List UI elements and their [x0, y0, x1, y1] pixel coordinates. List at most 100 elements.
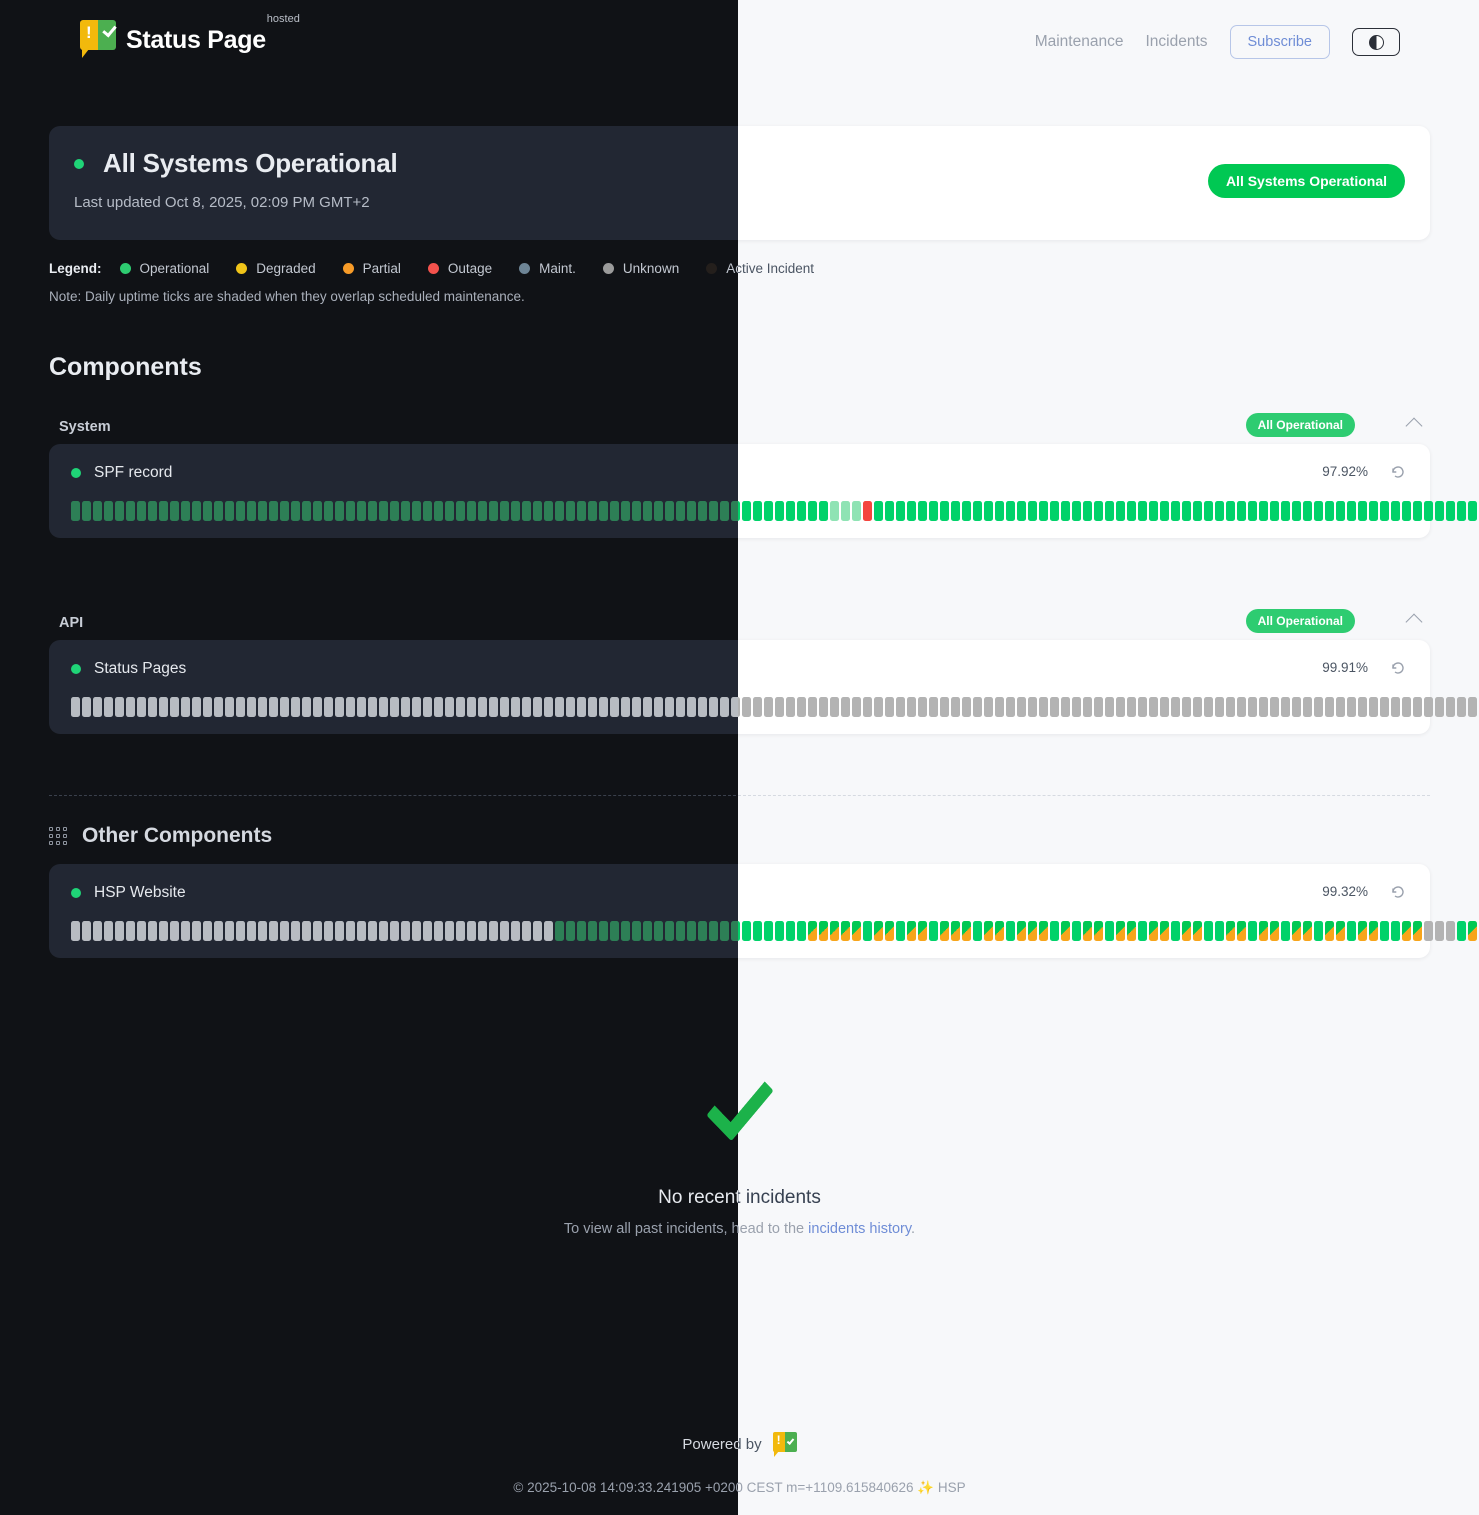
uptime-tick[interactable]	[1083, 501, 1092, 521]
uptime-tick[interactable]	[907, 697, 916, 717]
uptime-tick[interactable]	[1006, 501, 1015, 521]
uptime-tick[interactable]	[885, 921, 894, 941]
uptime-tick[interactable]	[1083, 697, 1092, 717]
uptime-tick[interactable]	[71, 697, 80, 717]
uptime-tick[interactable]	[115, 921, 124, 941]
uptime-tick[interactable]	[566, 697, 575, 717]
uptime-tick[interactable]	[1226, 697, 1235, 717]
uptime-tick[interactable]	[1160, 697, 1169, 717]
uptime-tick[interactable]	[1413, 501, 1422, 521]
uptime-tick[interactable]	[1028, 921, 1037, 941]
uptime-tick[interactable]	[1050, 501, 1059, 521]
uptime-tick[interactable]	[82, 501, 91, 521]
uptime-tick[interactable]	[192, 921, 201, 941]
uptime-tick[interactable]	[1028, 501, 1037, 521]
uptime-tick[interactable]	[236, 501, 245, 521]
uptime-tick[interactable]	[291, 697, 300, 717]
uptime-tick[interactable]	[907, 501, 916, 521]
uptime-tick[interactable]	[555, 501, 564, 521]
uptime-tick[interactable]	[1358, 697, 1367, 717]
uptime-tick[interactable]	[280, 697, 289, 717]
uptime-tick[interactable]	[577, 921, 586, 941]
uptime-tick[interactable]	[566, 921, 575, 941]
uptime-tick[interactable]	[907, 921, 916, 941]
uptime-tick[interactable]	[984, 697, 993, 717]
uptime-tick[interactable]	[665, 501, 674, 521]
uptime-tick[interactable]	[478, 501, 487, 521]
uptime-tick[interactable]	[82, 921, 91, 941]
uptime-tick[interactable]	[775, 501, 784, 521]
uptime-tick[interactable]	[1094, 921, 1103, 941]
uptime-tick[interactable]	[753, 697, 762, 717]
uptime-tick[interactable]	[181, 697, 190, 717]
uptime-tick[interactable]	[709, 501, 718, 521]
uptime-tick[interactable]	[863, 921, 872, 941]
uptime-tick[interactable]	[742, 697, 751, 717]
uptime-tick[interactable]	[445, 501, 454, 521]
uptime-tick[interactable]	[456, 697, 465, 717]
uptime-tick[interactable]	[1105, 501, 1114, 521]
uptime-tick[interactable]	[104, 697, 113, 717]
uptime-tick[interactable]	[236, 697, 245, 717]
uptime-tick[interactable]	[819, 921, 828, 941]
uptime-tick[interactable]	[1424, 921, 1433, 941]
uptime-tick[interactable]	[1380, 697, 1389, 717]
uptime-tick[interactable]	[434, 921, 443, 941]
status-page-logo-icon[interactable]: !	[772, 1432, 797, 1457]
uptime-tick[interactable]	[1435, 501, 1444, 521]
uptime-tick[interactable]	[456, 501, 465, 521]
uptime-tick[interactable]	[1413, 697, 1422, 717]
uptime-tick[interactable]	[247, 697, 256, 717]
uptime-tick[interactable]	[1215, 501, 1224, 521]
uptime-tick[interactable]	[401, 921, 410, 941]
uptime-tick[interactable]	[632, 697, 641, 717]
uptime-tick[interactable]	[819, 697, 828, 717]
uptime-tick[interactable]	[1149, 501, 1158, 521]
uptime-tick[interactable]	[841, 697, 850, 717]
uptime-tick[interactable]	[896, 921, 905, 941]
nav-incidents[interactable]: Incidents	[1145, 33, 1208, 50]
uptime-tick-row[interactable]	[71, 501, 1477, 521]
group-header[interactable]: API All Operational	[49, 606, 1430, 640]
uptime-tick[interactable]	[1160, 921, 1169, 941]
uptime-tick[interactable]	[951, 501, 960, 521]
uptime-tick[interactable]	[1127, 501, 1136, 521]
uptime-tick[interactable]	[1193, 921, 1202, 941]
uptime-tick[interactable]	[379, 921, 388, 941]
uptime-tick[interactable]	[1314, 697, 1323, 717]
uptime-tick[interactable]	[544, 921, 553, 941]
uptime-tick[interactable]	[236, 921, 245, 941]
uptime-tick[interactable]	[544, 501, 553, 521]
uptime-tick[interactable]	[1270, 921, 1279, 941]
uptime-tick[interactable]	[1358, 501, 1367, 521]
uptime-tick[interactable]	[1391, 501, 1400, 521]
uptime-tick[interactable]	[1281, 921, 1290, 941]
uptime-tick[interactable]	[368, 921, 377, 941]
uptime-tick[interactable]	[1369, 921, 1378, 941]
status-badge[interactable]: All Systems Operational	[1207, 164, 1405, 198]
uptime-tick[interactable]	[1127, 921, 1136, 941]
uptime-tick[interactable]	[1061, 697, 1070, 717]
uptime-tick[interactable]	[291, 501, 300, 521]
uptime-tick[interactable]	[731, 697, 740, 717]
uptime-tick[interactable]	[1314, 921, 1323, 941]
uptime-tick[interactable]	[434, 697, 443, 717]
uptime-tick[interactable]	[1160, 501, 1169, 521]
uptime-tick[interactable]	[533, 921, 542, 941]
uptime-tick[interactable]	[1226, 921, 1235, 941]
uptime-tick[interactable]	[555, 921, 564, 941]
uptime-tick[interactable]	[324, 501, 333, 521]
uptime-tick[interactable]	[1446, 501, 1455, 521]
uptime-tick[interactable]	[1061, 921, 1070, 941]
uptime-tick[interactable]	[1347, 501, 1356, 521]
uptime-tick[interactable]	[1171, 501, 1180, 521]
uptime-tick[interactable]	[1402, 697, 1411, 717]
uptime-tick[interactable]	[676, 921, 685, 941]
uptime-tick[interactable]	[830, 501, 839, 521]
uptime-tick[interactable]	[137, 921, 146, 941]
uptime-tick[interactable]	[357, 697, 366, 717]
uptime-tick[interactable]	[742, 501, 751, 521]
uptime-tick[interactable]	[269, 501, 278, 521]
uptime-tick[interactable]	[357, 921, 366, 941]
uptime-tick[interactable]	[643, 697, 652, 717]
